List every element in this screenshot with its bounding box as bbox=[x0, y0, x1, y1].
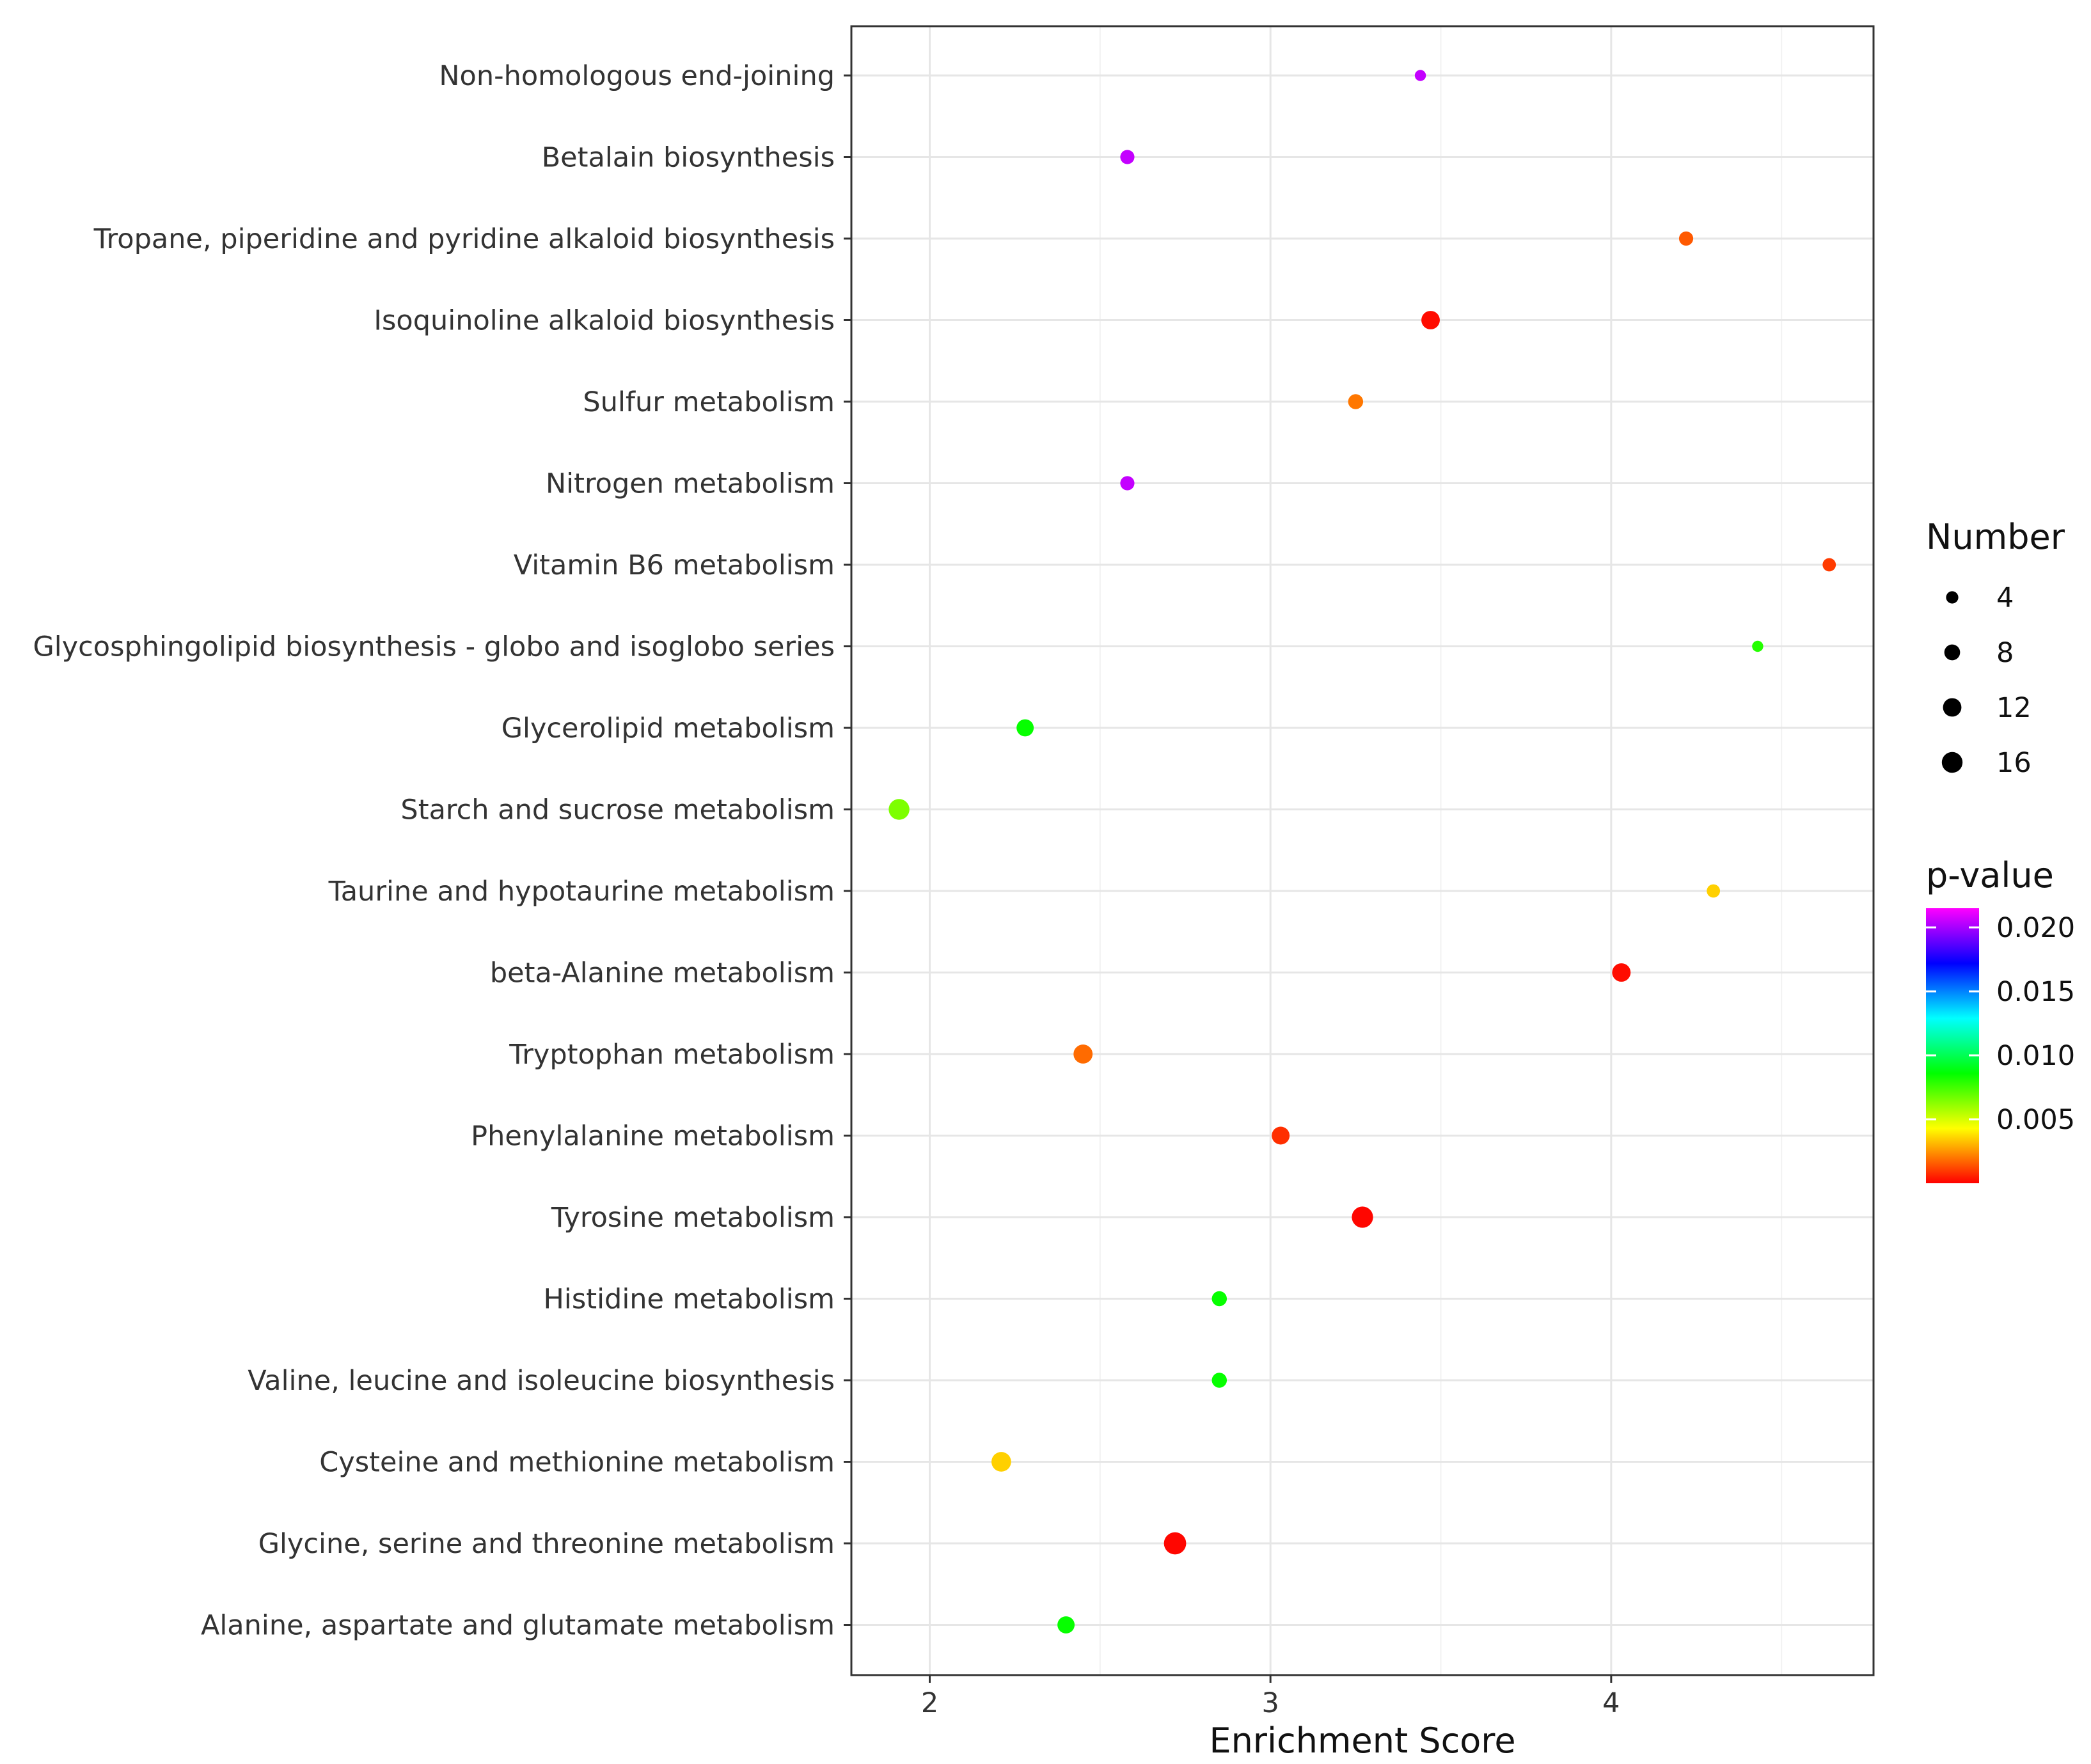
size-legend-label: 8 bbox=[1996, 637, 2014, 669]
x-tick-label: 4 bbox=[1602, 1687, 1620, 1719]
y-tick-label: Vitamin B6 metabolism bbox=[514, 549, 835, 581]
data-point bbox=[1348, 394, 1364, 409]
color-legend-label: 0.010 bbox=[1996, 1040, 2075, 1072]
data-point bbox=[1120, 476, 1135, 491]
y-tick-label: Valine, leucine and isoleucine biosynthe… bbox=[248, 1365, 835, 1397]
y-tick-label: Starch and sucrose metabolism bbox=[400, 794, 835, 826]
y-tick-label: Histidine metabolism bbox=[544, 1284, 835, 1316]
y-axis: Non-homologous end-joining Betalain biosy… bbox=[33, 60, 851, 1642]
data-point bbox=[1164, 1532, 1187, 1555]
size-legend-title: Number bbox=[1926, 517, 2065, 557]
data-point bbox=[1414, 70, 1426, 81]
y-tick-label: Glycerolipid metabolism bbox=[501, 713, 835, 744]
size-legend-circle bbox=[1943, 698, 1962, 717]
y-tick-label: beta-Alanine metabolism bbox=[490, 957, 835, 989]
data-point bbox=[1421, 311, 1440, 329]
y-tick-label: Phenylalanine metabolism bbox=[471, 1121, 835, 1153]
size-legend-circle bbox=[1944, 644, 1961, 661]
data-point bbox=[888, 799, 910, 820]
data-point bbox=[1272, 1126, 1290, 1145]
data-point bbox=[1057, 1616, 1075, 1634]
data-point bbox=[1352, 1206, 1373, 1228]
y-tick-label: Isoquinoline alkaloid biosynthesis bbox=[374, 305, 835, 337]
color-legend-bar bbox=[1926, 908, 1979, 1183]
size-legend-circle bbox=[1941, 752, 1963, 773]
x-tick-label: 2 bbox=[921, 1687, 938, 1719]
size-legend-circle bbox=[1946, 591, 1959, 604]
data-point bbox=[1752, 640, 1764, 652]
data-point bbox=[1707, 884, 1721, 898]
plot-panel bbox=[851, 26, 1874, 1675]
y-tick-label: Glycine, serine and threonine metabolism bbox=[258, 1528, 835, 1560]
color-legend-label: 0.020 bbox=[1996, 912, 2075, 944]
color-legend-ticks: 0.020 0.015 0.010 0.005 bbox=[1926, 912, 2075, 1136]
color-legend-title: p-value bbox=[1926, 855, 2054, 895]
y-tick-label: Glycosphingolipid biosynthesis - globo a… bbox=[33, 631, 835, 663]
y-tick-label: Sulfur metabolism bbox=[583, 386, 835, 418]
data-point bbox=[1016, 719, 1034, 737]
x-axis-title: Enrichment Score bbox=[1209, 1721, 1515, 1761]
plot-border bbox=[850, 25, 1875, 1676]
y-tick-label: Non-homologous end-joining bbox=[439, 60, 835, 92]
y-tick-label: Tropane, piperidine and pyridine alkaloi… bbox=[93, 223, 835, 255]
y-tick-label: Tyrosine metabolism bbox=[551, 1202, 835, 1234]
minor-gridlines bbox=[1099, 26, 1783, 1675]
data-point bbox=[991, 1452, 1011, 1472]
x-tick-label: 3 bbox=[1262, 1687, 1279, 1719]
data-point bbox=[1211, 1373, 1227, 1388]
color-legend: p-value 0.020 0.015 0.010 0.005 bbox=[1926, 855, 2075, 1183]
color-legend-label: 0.005 bbox=[1996, 1104, 2075, 1136]
y-tick-label: Nitrogen metabolism bbox=[546, 468, 835, 500]
y-tick-label: Betalain biosynthesis bbox=[542, 142, 835, 174]
size-legend: Number 4 8 12 16 bbox=[1926, 517, 2065, 779]
y-tick-label: Cysteine and methionine metabolism bbox=[319, 1447, 835, 1479]
data-point bbox=[1073, 1044, 1093, 1064]
data-point bbox=[1211, 1291, 1227, 1307]
y-tick-label: Tryptophan metabolism bbox=[509, 1039, 835, 1071]
data-point bbox=[1120, 150, 1135, 164]
data-points bbox=[888, 70, 1836, 1634]
size-legend-label: 4 bbox=[1996, 582, 2014, 614]
size-legend-label: 12 bbox=[1996, 692, 2032, 724]
y-tick-label: Taurine and hypotaurine metabolism bbox=[328, 876, 835, 908]
data-point bbox=[1678, 231, 1694, 246]
major-gridlines bbox=[851, 26, 1874, 1675]
color-legend-label: 0.015 bbox=[1996, 976, 2075, 1008]
size-legend-label: 16 bbox=[1996, 747, 2032, 779]
data-point bbox=[1612, 963, 1631, 982]
size-legend-items: 4 8 12 16 bbox=[1941, 582, 2032, 779]
y-tick-label: Alanine, aspartate and glutamate metabol… bbox=[201, 1610, 835, 1642]
x-axis: 2 3 4 bbox=[921, 1675, 1620, 1719]
data-point bbox=[1822, 558, 1836, 572]
